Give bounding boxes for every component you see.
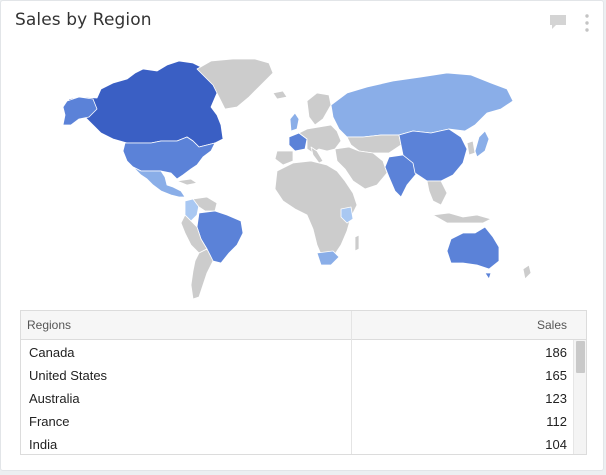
- cell-region: Canada: [29, 345, 75, 360]
- table-row[interactable]: India 104: [21, 432, 573, 454]
- table-scrollbar[interactable]: [573, 340, 586, 454]
- map-region-china[interactable]: [398, 128, 468, 182]
- table-header: Regions Sales: [21, 311, 586, 340]
- map-region-russia[interactable]: [330, 72, 514, 138]
- comment-icon[interactable]: [549, 14, 567, 30]
- kebab-menu-icon[interactable]: [583, 13, 591, 33]
- sales-table: Regions Sales Canada 186 United States 1…: [20, 310, 587, 455]
- table-row[interactable]: United States 165: [21, 363, 573, 386]
- map-region-caribbean[interactable]: [176, 178, 198, 186]
- cell-sales: 112: [546, 414, 567, 429]
- map-region-japan[interactable]: [474, 130, 490, 158]
- map-region-scandinavia[interactable]: [306, 92, 332, 126]
- map-region-korea[interactable]: [466, 140, 476, 156]
- cell-region: United States: [29, 368, 108, 383]
- map-region-middle-east[interactable]: [334, 146, 388, 190]
- scrollbar-thumb[interactable]: [576, 341, 585, 373]
- map-region-canada[interactable]: [66, 60, 224, 148]
- map-region-italy[interactable]: [310, 146, 324, 164]
- map-region-spain[interactable]: [274, 150, 294, 166]
- map-region-australia[interactable]: [446, 226, 500, 270]
- map-region-central-asia[interactable]: [346, 134, 402, 154]
- map-region-kenya[interactable]: [340, 206, 354, 224]
- map-region-mexico[interactable]: [132, 166, 186, 198]
- cell-sales: 123: [545, 391, 567, 406]
- cell-sales: 186: [545, 345, 567, 360]
- cell-sales: 165: [545, 368, 567, 383]
- map-region-south-africa[interactable]: [316, 250, 340, 266]
- cell-region: France: [29, 414, 70, 429]
- map-region-greenland[interactable]: [196, 58, 274, 110]
- map-region-argentina[interactable]: [190, 248, 214, 300]
- cell-sales: 104: [545, 437, 567, 452]
- widget-title: Sales by Region: [15, 10, 152, 30]
- map-region-africa[interactable]: [274, 160, 358, 260]
- column-header-regions[interactable]: Regions: [27, 318, 72, 332]
- table-row[interactable]: Canada 186: [21, 340, 573, 363]
- map-region-iceland[interactable]: [272, 90, 288, 100]
- cell-region: India: [29, 437, 58, 452]
- column-divider: [351, 311, 352, 454]
- map-region-madagascar[interactable]: [354, 234, 360, 252]
- column-header-sales[interactable]: Sales: [536, 318, 567, 332]
- table-row[interactable]: France 112: [21, 409, 573, 432]
- map-region-tasmania[interactable]: [484, 272, 492, 280]
- map-region-united-kingdom[interactable]: [289, 112, 300, 132]
- table-row[interactable]: Australia 123: [21, 386, 573, 409]
- table-body: Canada 186 United States 165 Australia 1…: [21, 340, 573, 454]
- cell-region: Australia: [29, 391, 80, 406]
- map-region-indonesia[interactable]: [432, 212, 492, 224]
- map-region-new-zealand[interactable]: [522, 264, 532, 280]
- world-map: [62, 58, 532, 300]
- map-region-alaska[interactable]: [62, 96, 98, 126]
- map-region-southeast-asia[interactable]: [426, 180, 448, 206]
